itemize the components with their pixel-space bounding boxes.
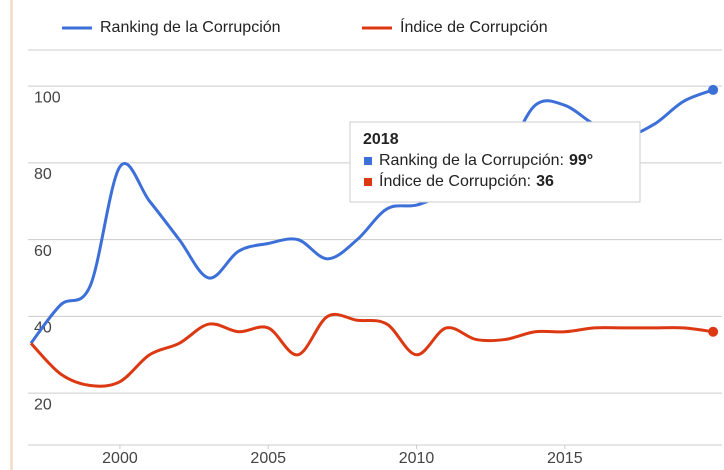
y-tick-label: 80	[34, 166, 52, 183]
legend-label: Índice de Corrupción	[400, 17, 548, 36]
x-tick-label: 2010	[399, 450, 435, 467]
tooltip-box	[349, 121, 641, 203]
series-line	[29, 312, 714, 388]
tooltip-item: Índice de Corrupción: 36	[379, 171, 554, 190]
tooltip-value: 36	[536, 173, 554, 190]
tooltip-value: 99°	[569, 152, 593, 169]
x-tick-label: 2015	[547, 450, 583, 467]
x-tick-label: 2000	[102, 450, 138, 467]
tooltip-item: Ranking de la Corrupción: 99°	[379, 152, 593, 169]
left-border	[10, 0, 13, 470]
x-tick-label: 2005	[250, 450, 286, 467]
tooltip: 2018 Ranking de la Corrupción: 99° Índice …	[349, 121, 641, 203]
end-point	[708, 326, 719, 337]
legend: Ranking de la Corrupción Índice de Corrup…	[62, 17, 548, 36]
legend-label: Ranking de la Corrupción	[100, 19, 281, 36]
tooltip-swatch	[364, 178, 372, 186]
tooltip-title: 2018	[363, 131, 399, 148]
tooltip-label: Ranking de la Corrupción:	[379, 152, 564, 169]
y-tick-label: 60	[34, 243, 52, 260]
tooltip-label: Índice de Corrupción:	[379, 171, 531, 190]
y-tick-label: 20	[34, 396, 52, 413]
y-tick-label: 100	[34, 89, 61, 106]
end-point	[708, 84, 719, 95]
tooltip-swatch	[364, 157, 372, 165]
